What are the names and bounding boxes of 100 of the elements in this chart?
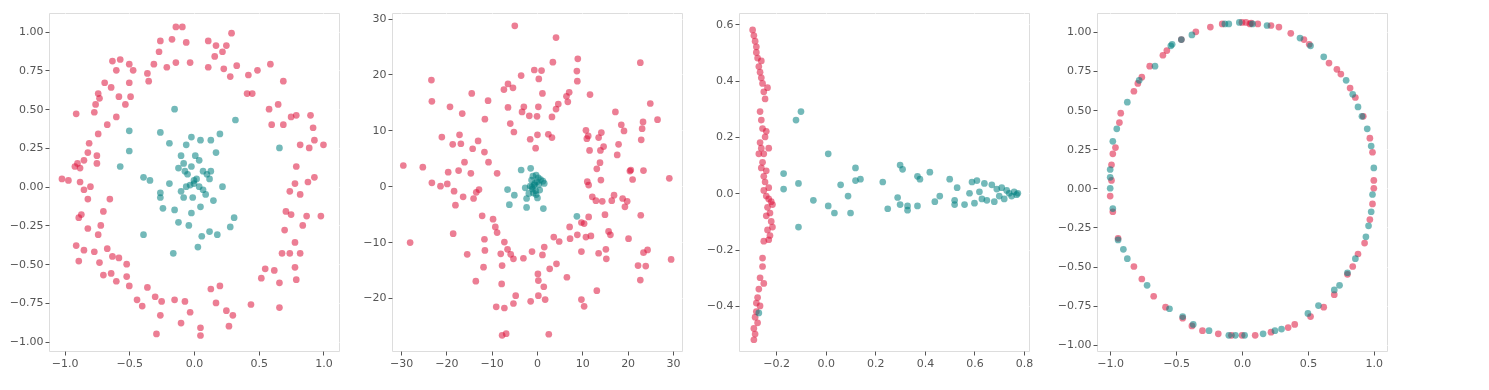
point (756, 68, 764, 76)
point (171, 105, 178, 113)
x-tick-label: −0.5 (116, 356, 144, 370)
point (1370, 164, 1378, 172)
y-tick-label: 0.00 (19, 180, 44, 194)
point (1354, 103, 1362, 111)
point (1123, 255, 1131, 263)
point (755, 285, 763, 293)
point (180, 194, 187, 201)
point (755, 63, 763, 70)
point (206, 228, 213, 235)
point (177, 187, 185, 195)
point (230, 214, 238, 222)
point (191, 152, 199, 159)
point (1113, 125, 1121, 133)
point (169, 249, 177, 257)
point (210, 197, 217, 204)
point (527, 164, 535, 172)
point (899, 165, 906, 173)
point (757, 164, 765, 172)
y-tick-label: 1.00 (1067, 25, 1092, 39)
point (216, 130, 224, 138)
point (219, 183, 226, 190)
point (973, 177, 981, 184)
point (760, 88, 768, 96)
x-tick-label: 0.5 (250, 356, 268, 370)
point (764, 204, 771, 211)
point (936, 192, 944, 200)
point (765, 236, 773, 244)
point (760, 150, 768, 158)
x-tick-label: −1.0 (1097, 356, 1125, 370)
point (894, 194, 901, 201)
y-tick-label: 0.0 (716, 186, 734, 200)
x-tick-label: 1.0 (315, 356, 333, 370)
point (206, 175, 213, 183)
y-tick-label: 30 (372, 12, 387, 26)
point (1166, 305, 1173, 313)
x-tick-label: 0 (534, 356, 541, 370)
point (1106, 173, 1114, 181)
point (1352, 255, 1359, 263)
point (759, 263, 766, 270)
point (197, 203, 204, 211)
point (1232, 332, 1239, 339)
point (884, 205, 892, 213)
point (536, 186, 544, 194)
point (506, 201, 513, 208)
y-tick-label: −0.2 (706, 243, 734, 257)
point (971, 199, 978, 207)
point (983, 196, 991, 204)
point (760, 280, 768, 287)
point (998, 184, 1006, 191)
point (976, 188, 983, 196)
point (879, 178, 887, 186)
point (1278, 325, 1285, 333)
point (177, 152, 185, 159)
y-tick-label: −1.00 (9, 335, 44, 349)
point (539, 205, 547, 212)
point (750, 325, 758, 332)
point (140, 231, 147, 239)
point (194, 243, 202, 251)
point (1143, 281, 1151, 289)
point (754, 319, 761, 327)
y-tick-label: −0.75 (9, 296, 44, 310)
x-tick-label: −0.5 (1163, 356, 1190, 370)
x-tick-label: 0.0 (817, 356, 835, 370)
point (757, 74, 765, 82)
point (753, 43, 760, 51)
point (207, 136, 215, 144)
point (188, 163, 195, 170)
point (1225, 20, 1233, 28)
point (760, 173, 768, 180)
x-tick-label: −10 (480, 356, 504, 370)
y-tick-label: −10 (363, 235, 387, 249)
y-tick-label: −0.50 (1057, 260, 1092, 273)
point (762, 127, 770, 135)
point (159, 205, 167, 212)
point (761, 133, 769, 141)
point (966, 189, 973, 197)
point (756, 302, 764, 310)
point (198, 232, 206, 240)
point (523, 204, 530, 211)
y-tick-label: −0.25 (1057, 220, 1092, 234)
point (914, 202, 921, 210)
point (1259, 330, 1267, 338)
point (140, 174, 147, 181)
point (1363, 125, 1371, 133)
point (189, 194, 197, 201)
point (926, 168, 934, 176)
point (904, 206, 911, 214)
point (750, 32, 758, 39)
point (146, 177, 154, 184)
y-tick-label: −0.75 (1057, 299, 1092, 313)
point (946, 175, 954, 183)
point (1109, 137, 1117, 145)
point (824, 150, 832, 158)
point (156, 194, 164, 201)
point (1123, 98, 1131, 106)
point (199, 186, 207, 194)
point (764, 226, 771, 234)
point (504, 186, 511, 193)
